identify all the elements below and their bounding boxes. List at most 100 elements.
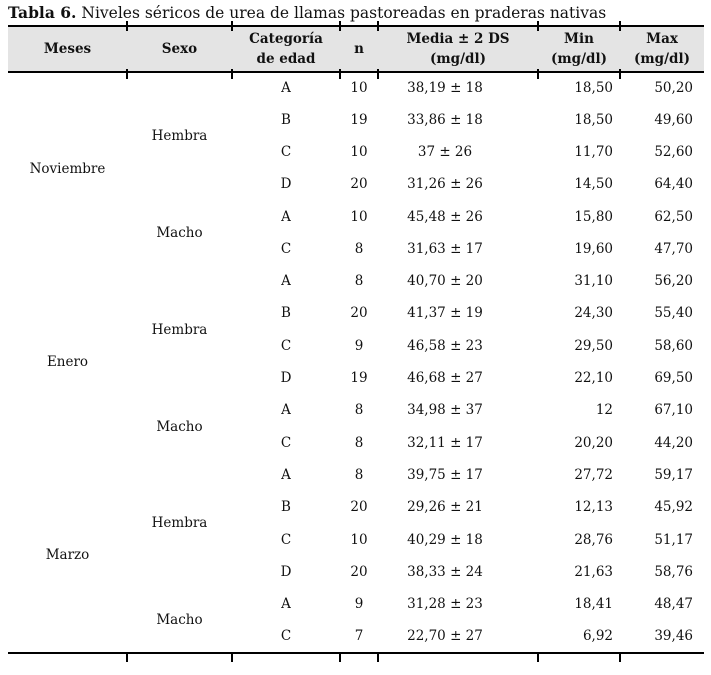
cell-max: 58,60 [654,337,693,354]
cell-min: 18,41 [574,596,613,613]
table-row: C 10 37 ± 26 11,70 52,60 [8,137,704,169]
data-table: Meses Sexo Categoría de edad n Media ± 2… [8,25,704,655]
cell-max: 58,76 [654,563,693,580]
cell-max: 39,46 [654,627,693,644]
cell-min: 12,13 [574,499,613,516]
sex-cell: Hembra [151,515,208,532]
cell-categoria: C [280,337,292,354]
cell-n: 10 [350,208,368,225]
month-cell: Enero [46,353,89,370]
header-meses: Meses [43,41,92,57]
cell-media: 32,11 ± 17 [407,434,483,451]
cell-min: 15,80 [574,208,613,225]
cell-max: 59,17 [654,466,693,483]
cell-media: 46,58 ± 23 [407,337,483,354]
cell-media: 39,75 ± 17 [407,466,483,483]
cell-media: 31,63 ± 17 [407,240,483,257]
cell-categoria: C [280,143,292,160]
cell-media: 38,33 ± 24 [407,563,483,580]
table-row: Macho A 8 34,98 ± 37 12 67,10 [8,395,704,434]
sex-cell: Hembra [151,128,208,145]
cell-media: 34,98 ± 37 [407,402,483,419]
cell-max: 52,60 [654,143,693,160]
table-caption-text: Niveles séricos de urea de llamas pastor… [81,4,607,22]
cell-min: 22,10 [574,370,613,387]
cell-categoria: A [281,402,291,419]
data-table-wrapper: Meses Sexo Categoría de edad n Media ± 2… [8,25,704,655]
table-row: B 20 29,26 ± 21 12,13 45,92 [8,492,704,524]
header-min: Min (mg/dl) [551,31,607,67]
table-row: Macho A 9 31,28 ± 23 18,41 48,47 [8,589,704,626]
cell-categoria: A [281,466,291,483]
sex-cell: Hembra [151,321,208,338]
cell-max: 49,60 [654,111,693,128]
cell-media: 38,19 ± 18 [407,79,483,96]
table-row: B 20 41,37 ± 19 24,30 55,40 [8,298,704,330]
cell-categoria: A [281,596,291,613]
cell-min: 31,10 [574,273,613,290]
cell-media: 45,48 ± 26 [407,208,483,225]
sex-cell: Macho [156,224,203,241]
header-categoria: Categoría de edad [249,31,323,67]
month-cell: Marzo [45,547,90,564]
cell-media: 31,28 ± 23 [407,596,483,613]
table-row: Enero Hembra A 8 40,70 ± 20 31,10 56,20 [8,266,704,368]
cell-max: 50,20 [654,79,693,96]
cell-n: 8 [354,273,364,290]
cell-categoria: D [280,563,292,580]
cell-min: 21,63 [574,563,613,580]
cell-n: 10 [350,79,368,96]
header-row: Meses Sexo Categoría de edad n Media ± 2… [8,26,704,72]
header-max: Max (mg/dl) [634,31,690,67]
cell-n: 8 [354,434,364,451]
cell-categoria: B [281,111,291,128]
cell-media: 29,26 ± 21 [407,499,483,516]
cell-categoria: B [281,499,291,516]
table-row: C 9 46,58 ± 23 29,50 58,60 [8,330,704,362]
table-row: Macho A 10 45,48 ± 26 15,80 62,50 [8,201,704,240]
cell-max: 69,50 [654,370,693,387]
cell-min: 11,70 [574,143,613,160]
cell-min: 6,92 [582,627,613,644]
cell-n: 9 [354,337,364,354]
cell-n: 19 [350,111,368,128]
header-media: Media ± 2 DS (mg/dl) [406,31,510,67]
cell-media: 40,70 ± 20 [407,273,483,290]
header-sexo: Sexo [161,41,198,57]
cell-n: 10 [350,531,368,548]
cell-max: 67,10 [654,402,693,419]
cell-categoria: D [280,370,292,387]
cell-max: 45,92 [654,499,693,516]
cell-max: 62,50 [654,208,693,225]
table-row: Noviembre Hembra A 10 38,19 ± 18 18,50 5… [8,72,704,175]
cell-media: 40,29 ± 18 [407,531,483,548]
cell-min: 14,50 [574,176,613,193]
cell-n: 20 [350,499,368,516]
cell-n: 7 [354,627,364,644]
cell-categoria: C [280,627,292,644]
cell-categoria: A [281,273,291,290]
cell-n: 10 [350,143,368,160]
cell-categoria: C [280,240,292,257]
cell-n: 20 [350,176,368,193]
cell-min: 12 [595,402,613,419]
header-n: n [354,41,364,57]
table-row: B 19 33,86 ± 18 18,50 49,60 [8,104,704,136]
cell-categoria: B [281,305,291,322]
cell-media: 46,68 ± 27 [407,370,483,387]
cell-categoria: C [280,531,292,548]
cell-n: 8 [354,240,364,257]
cell-categoria: A [281,208,291,225]
cell-max: 51,17 [654,531,693,548]
table-row: C 7 22,70 ± 27 6,92 39,46 [8,621,704,653]
cell-n: 8 [354,466,364,483]
table-row: C 10 40,29 ± 18 28,76 51,17 [8,524,704,556]
table-header: Meses Sexo Categoría de edad n Media ± 2… [8,26,704,72]
sex-cell: Macho [156,611,203,628]
cell-media: 33,86 ± 18 [407,111,483,128]
cell-categoria: A [281,79,291,96]
cell-media: 37 ± 26 [417,143,473,160]
cell-n: 19 [350,370,368,387]
table-row: D 20 31,26 ± 26 14,50 64,40 [8,169,704,201]
cell-min: 18,50 [574,111,613,128]
